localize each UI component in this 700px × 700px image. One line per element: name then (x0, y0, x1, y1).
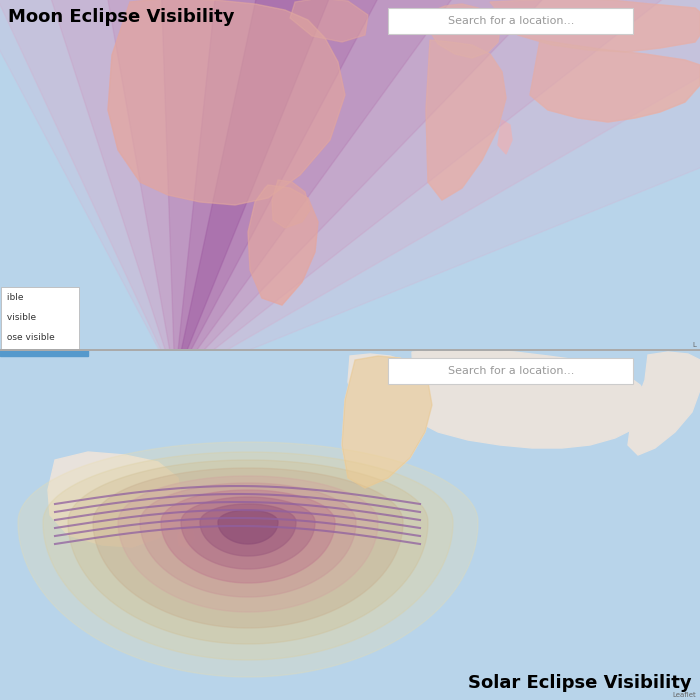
Polygon shape (342, 356, 432, 488)
Polygon shape (68, 460, 428, 644)
Polygon shape (177, 0, 645, 363)
Text: Moon Eclipse Visibility: Moon Eclipse Visibility (8, 8, 234, 26)
Polygon shape (272, 180, 310, 228)
Polygon shape (179, 0, 550, 361)
Polygon shape (43, 452, 453, 660)
Polygon shape (93, 468, 403, 628)
Polygon shape (248, 185, 318, 305)
Polygon shape (348, 354, 420, 410)
Polygon shape (426, 40, 506, 200)
FancyBboxPatch shape (388, 358, 633, 384)
Polygon shape (426, 40, 506, 200)
Polygon shape (498, 120, 512, 154)
Polygon shape (181, 497, 315, 569)
Text: ose visible: ose visible (4, 333, 55, 342)
Polygon shape (412, 350, 650, 448)
Polygon shape (428, 4, 500, 58)
Polygon shape (0, 0, 700, 380)
FancyBboxPatch shape (388, 8, 633, 34)
Polygon shape (342, 356, 432, 488)
Polygon shape (248, 185, 318, 305)
Polygon shape (290, 0, 368, 42)
Text: Search for a location...: Search for a location... (448, 16, 574, 26)
Polygon shape (48, 452, 182, 547)
Polygon shape (108, 0, 345, 205)
Polygon shape (290, 0, 368, 42)
Polygon shape (108, 0, 345, 205)
Polygon shape (428, 4, 500, 58)
Polygon shape (1, 0, 700, 365)
Polygon shape (628, 352, 700, 455)
Polygon shape (530, 40, 700, 122)
Polygon shape (200, 504, 296, 556)
Polygon shape (0, 0, 700, 368)
Text: Leaflet: Leaflet (672, 692, 696, 698)
Text: Search for a location...: Search for a location... (448, 366, 574, 376)
Polygon shape (490, 0, 700, 52)
Polygon shape (161, 490, 335, 583)
Polygon shape (218, 510, 278, 544)
Text: Solar Eclipse Visibility: Solar Eclipse Visibility (468, 674, 692, 692)
Polygon shape (0, 0, 700, 370)
Text: visible: visible (4, 314, 36, 323)
Polygon shape (490, 0, 700, 52)
Text: ible: ible (4, 293, 24, 302)
Polygon shape (140, 0, 700, 364)
FancyBboxPatch shape (1, 287, 79, 349)
Polygon shape (178, 525, 194, 548)
Bar (0, 350, 88, 356)
Text: L: L (692, 342, 696, 348)
Polygon shape (18, 442, 478, 677)
Polygon shape (140, 483, 356, 597)
Polygon shape (184, 498, 202, 524)
Polygon shape (530, 40, 700, 122)
Polygon shape (118, 476, 378, 612)
Polygon shape (272, 180, 310, 228)
